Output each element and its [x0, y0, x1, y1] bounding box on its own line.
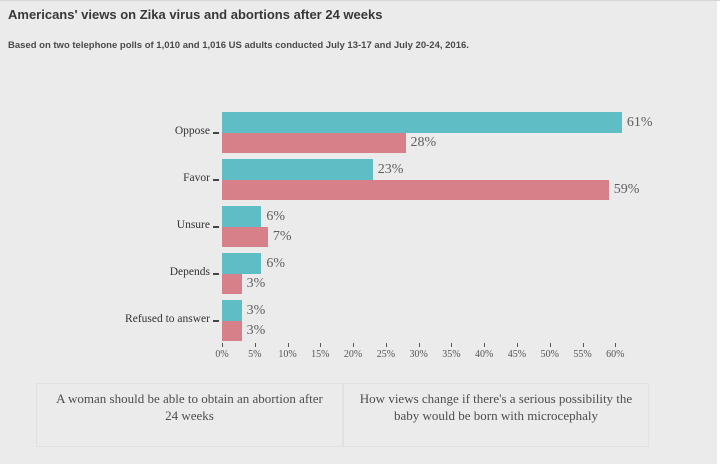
bar-value-label: 59% [613, 182, 640, 197]
bar-oppose-s1 [222, 112, 622, 133]
category-tick [213, 179, 219, 181]
category-tick [213, 273, 219, 275]
x-axis-tick [582, 343, 584, 347]
category-tick [213, 320, 219, 322]
x-axis-tick-label: 35% [442, 349, 461, 360]
x-axis-tick [222, 343, 223, 347]
bar-value-label: 3% [246, 303, 266, 318]
bar-value-label: 23% [377, 162, 404, 177]
bar-value-label: 7% [272, 229, 292, 244]
x-axis-tick-label: 25% [376, 349, 396, 360]
x-axis-tick [516, 343, 518, 347]
x-axis-tick [615, 343, 617, 347]
x-axis-tick [418, 343, 420, 347]
bar-unsure-s1 [222, 206, 262, 227]
category-label: Refused to answer [125, 312, 210, 325]
x-axis-tick [451, 343, 453, 347]
x-axis-tick-label: 5% [248, 349, 262, 360]
x-axis-tick [484, 343, 486, 347]
x-axis-tick [254, 343, 256, 347]
page-title: Americans' views on Zika virus and abort… [8, 7, 383, 22]
bar-value-label: 28% [410, 135, 437, 150]
legend-series-rose: How views change if there's a serious po… [343, 383, 649, 447]
bar-favor-s2 [222, 180, 609, 200]
legend-series-rose-label: How views change if there's a serious po… [359, 391, 633, 423]
x-axis-tick-label: 40% [475, 349, 494, 360]
bar-depends-s1 [222, 253, 262, 274]
x-axis-tick [287, 343, 289, 347]
bar-favor-s1 [222, 159, 373, 180]
bar-value-label: 6% [266, 209, 285, 224]
x-axis-tick-label: 45% [507, 349, 527, 360]
x-axis-tick-label: 30% [409, 349, 428, 360]
x-axis-tick-label: 20% [343, 349, 363, 360]
category-label: Unsure [176, 218, 210, 231]
x-axis-tick-label: 50% [540, 349, 559, 360]
x-axis-tick-label: 60% [606, 349, 625, 360]
bar-value-label: 3% [246, 323, 266, 338]
bar-value-label: 3% [246, 276, 266, 291]
category-tick [213, 226, 219, 228]
bar-unsure-s2 [222, 227, 268, 247]
bar-refused-to-answer-s2 [222, 321, 242, 341]
bar-refused-to-answer-s1 [222, 300, 242, 321]
x-axis-tick [320, 343, 322, 347]
x-axis-tick [353, 343, 355, 347]
legend-series-teal-label: A woman should be able to obtain an abor… [56, 391, 323, 423]
category-label: Favor [183, 171, 210, 184]
page-subtitle: Based on two telephone polls of 1,010 an… [8, 40, 469, 51]
x-axis-tick-label: 10% [278, 349, 297, 360]
category-tick [213, 132, 219, 134]
x-axis-tick-label: 0% [215, 349, 229, 360]
x-axis-tick-label: 15% [311, 349, 330, 360]
category-label: Depends [169, 265, 210, 278]
x-axis-tick-label: 55% [573, 349, 592, 360]
x-axis-tick [385, 343, 387, 347]
bar-value-label: 61% [626, 115, 653, 130]
x-axis-tick [549, 343, 551, 347]
bar-value-label: 6% [266, 256, 285, 271]
bar-oppose-s2 [222, 133, 406, 153]
legend-series-teal: A woman should be able to obtain an abor… [36, 383, 343, 447]
category-label: Oppose [174, 124, 210, 137]
bar-depends-s2 [222, 274, 242, 294]
